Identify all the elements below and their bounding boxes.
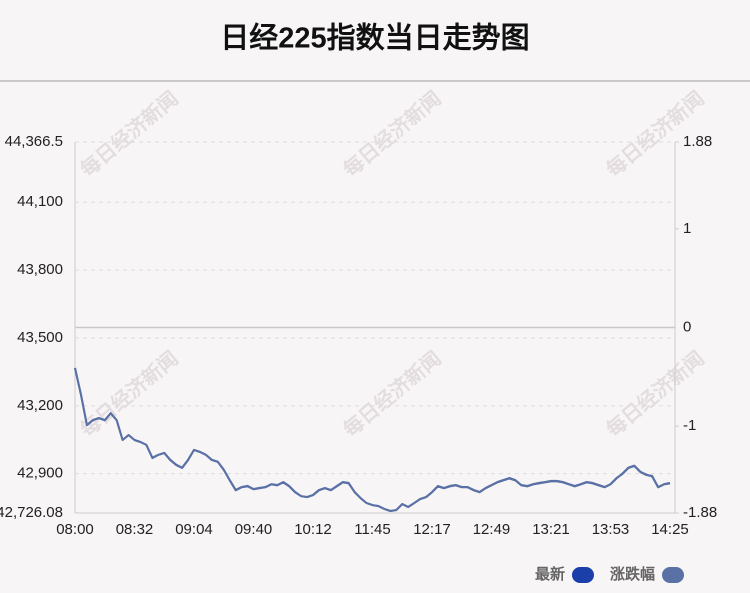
x-tick-label: 14:25 (651, 521, 689, 538)
x-tick-label: 12:17 (413, 521, 451, 538)
x-tick-label: 09:04 (175, 521, 213, 538)
x-tick-label: 11:45 (354, 521, 390, 538)
x-tick-label: 10:12 (294, 521, 332, 538)
y-tick-label: 43,200 (17, 397, 63, 414)
legend-swatch (662, 567, 684, 583)
legend-swatch (571, 567, 594, 583)
y-tick-label: 43,800 (17, 261, 63, 278)
x-tick-label: 09:40 (235, 521, 273, 538)
y2-tick-label: 0 (683, 318, 691, 335)
y-tick-label: 42,900 (17, 465, 63, 482)
legend-label: 涨跌幅 (610, 565, 655, 583)
y2-tick-label: -1.88 (683, 504, 717, 521)
x-tick-label: 08:00 (56, 521, 94, 538)
x-tick-label: 12:49 (473, 521, 511, 538)
y-tick-label: 42,726.08 (0, 504, 63, 521)
y2-tick-label: 1.88 (683, 133, 712, 150)
y-tick-label: 44,100 (17, 193, 63, 210)
x-tick-label: 08:32 (116, 521, 154, 538)
series-line (74, 367, 671, 512)
legend-label: 最新 (535, 565, 565, 583)
x-tick-label: 13:53 (592, 521, 630, 538)
y2-tick-label: 1 (683, 220, 691, 237)
x-tick-label: 13:21 (532, 521, 570, 538)
y-tick-label: 44,366.5 (5, 133, 63, 150)
y2-tick-label: -1 (683, 417, 696, 434)
y-tick-label: 43,500 (17, 329, 63, 346)
chart-title: 日经225指数当日走势图 (220, 21, 529, 55)
